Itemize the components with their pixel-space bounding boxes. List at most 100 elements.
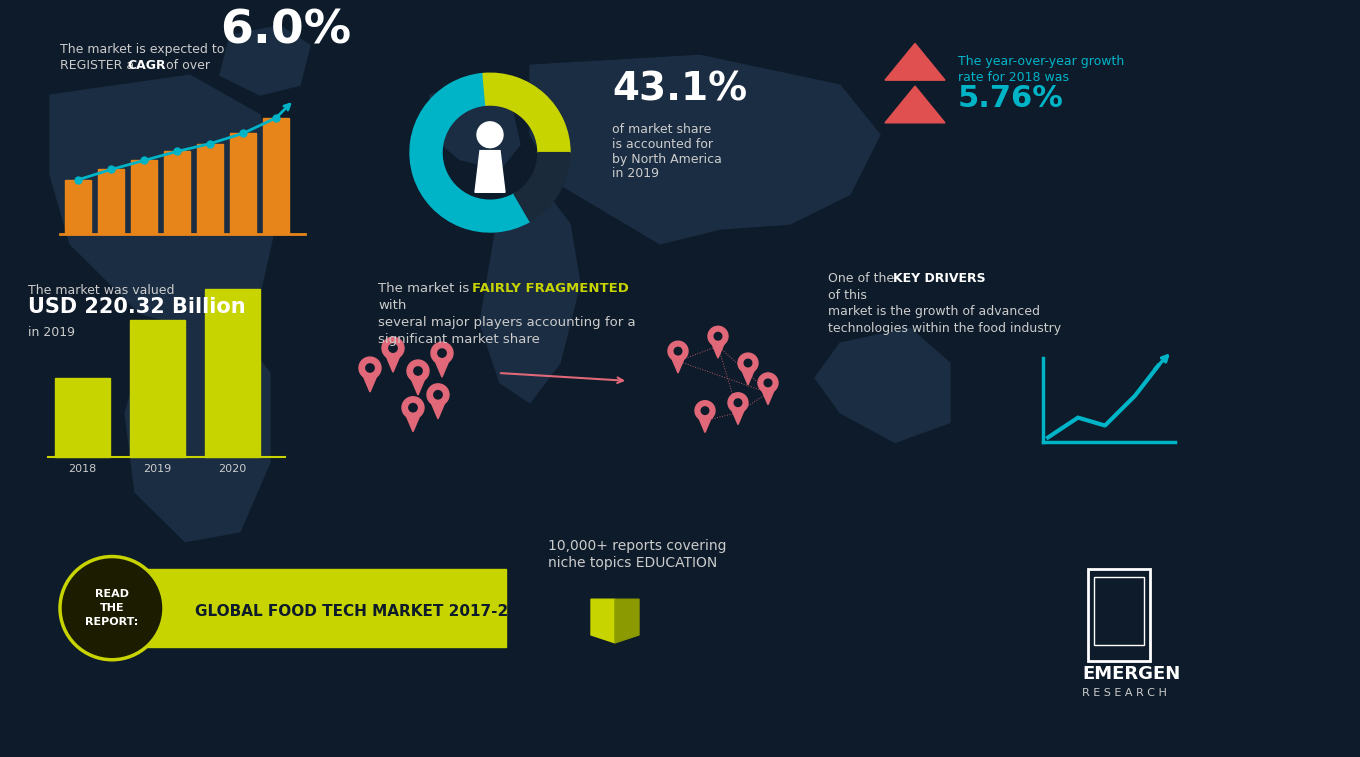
- Polygon shape: [815, 329, 951, 442]
- Text: EMERGEN: EMERGEN: [1083, 665, 1180, 683]
- Circle shape: [702, 407, 709, 414]
- Text: The market is expected to: The market is expected to: [60, 43, 224, 56]
- Text: The market is: The market is: [378, 282, 473, 294]
- Circle shape: [744, 360, 752, 367]
- Circle shape: [709, 326, 728, 346]
- Bar: [165, 151, 190, 234]
- Text: with: with: [378, 300, 407, 313]
- Polygon shape: [362, 371, 379, 392]
- Text: 6.0%: 6.0%: [220, 8, 351, 54]
- Point: [199, 138, 220, 150]
- Polygon shape: [430, 398, 447, 419]
- Bar: [197, 144, 223, 234]
- Wedge shape: [409, 73, 530, 232]
- Polygon shape: [409, 374, 427, 395]
- Text: 2019: 2019: [143, 464, 171, 474]
- Circle shape: [764, 379, 772, 387]
- Text: in 2019: in 2019: [29, 326, 75, 339]
- Wedge shape: [514, 153, 570, 221]
- Polygon shape: [384, 351, 401, 372]
- Circle shape: [389, 344, 397, 352]
- Bar: [1093, 578, 1144, 645]
- Bar: [230, 133, 256, 234]
- Polygon shape: [885, 43, 945, 80]
- Circle shape: [695, 400, 715, 421]
- Circle shape: [382, 337, 404, 359]
- Circle shape: [427, 384, 449, 406]
- Text: 2020: 2020: [219, 464, 246, 474]
- Polygon shape: [710, 339, 726, 358]
- Circle shape: [738, 353, 758, 373]
- Bar: [205, 288, 260, 457]
- Polygon shape: [740, 366, 756, 385]
- Point: [166, 145, 188, 157]
- Text: The market was valued: The market was valued: [29, 284, 174, 297]
- Polygon shape: [670, 354, 685, 373]
- Text: rate for 2018 was: rate for 2018 was: [957, 71, 1069, 84]
- Polygon shape: [50, 75, 280, 333]
- Text: GLOBAL FOOD TECH MARKET 2017-2027: GLOBAL FOOD TECH MARKET 2017-2027: [194, 603, 540, 618]
- Circle shape: [438, 349, 446, 357]
- Polygon shape: [730, 406, 747, 425]
- Circle shape: [407, 360, 428, 382]
- Bar: [65, 180, 91, 234]
- Point: [265, 112, 287, 124]
- Circle shape: [359, 357, 381, 379]
- Circle shape: [758, 373, 778, 393]
- Text: is accounted for: is accounted for: [612, 138, 713, 151]
- Point: [133, 154, 155, 167]
- Text: significant market share: significant market share: [378, 333, 540, 346]
- Bar: [54, 378, 110, 457]
- Text: niche topics EDUCATION: niche topics EDUCATION: [548, 556, 717, 571]
- Text: The year-over-year growth: The year-over-year growth: [957, 55, 1125, 68]
- Polygon shape: [404, 411, 422, 431]
- Circle shape: [714, 332, 722, 340]
- Point: [67, 174, 88, 186]
- Text: KEY DRIVERS: KEY DRIVERS: [894, 272, 986, 285]
- Text: R E S E A R C H: R E S E A R C H: [1083, 688, 1167, 699]
- Point: [233, 127, 254, 139]
- Point: [101, 164, 122, 176]
- Polygon shape: [475, 151, 505, 192]
- Text: market is the growth of advanced: market is the growth of advanced: [828, 305, 1040, 319]
- Text: REGISTER a: REGISTER a: [60, 59, 139, 72]
- Text: technologies within the food industry: technologies within the food industry: [828, 322, 1061, 335]
- Text: CAGR: CAGR: [126, 59, 166, 72]
- Circle shape: [675, 347, 681, 355]
- Bar: [98, 170, 124, 234]
- Circle shape: [477, 122, 503, 148]
- Text: 5.76%: 5.76%: [957, 84, 1064, 113]
- Text: by North America: by North America: [612, 153, 722, 166]
- Polygon shape: [220, 26, 310, 95]
- Bar: [1088, 569, 1151, 661]
- Circle shape: [366, 364, 374, 372]
- Text: of market share: of market share: [612, 123, 711, 136]
- Polygon shape: [125, 323, 271, 542]
- Polygon shape: [480, 185, 579, 403]
- Polygon shape: [434, 357, 450, 377]
- Circle shape: [60, 556, 165, 660]
- Text: several major players accounting for a: several major players accounting for a: [378, 316, 635, 329]
- Polygon shape: [885, 86, 945, 123]
- Circle shape: [403, 397, 424, 419]
- Text: of over: of over: [162, 59, 209, 72]
- Text: READ: READ: [95, 589, 129, 600]
- Text: REPORT:: REPORT:: [86, 617, 139, 627]
- Circle shape: [413, 367, 422, 375]
- Text: in 2019: in 2019: [612, 167, 660, 180]
- Circle shape: [409, 403, 418, 412]
- Bar: [262, 118, 288, 234]
- Text: 43.1%: 43.1%: [612, 70, 747, 108]
- Text: THE: THE: [99, 603, 124, 613]
- Circle shape: [734, 399, 741, 407]
- Bar: [131, 320, 185, 457]
- Circle shape: [728, 393, 748, 413]
- Polygon shape: [615, 600, 639, 643]
- Text: 2018: 2018: [68, 464, 97, 474]
- Circle shape: [434, 391, 442, 399]
- Text: One of the: One of the: [828, 272, 898, 285]
- Circle shape: [431, 342, 453, 364]
- Bar: [131, 160, 156, 234]
- Bar: [128, 569, 506, 646]
- Polygon shape: [530, 55, 880, 244]
